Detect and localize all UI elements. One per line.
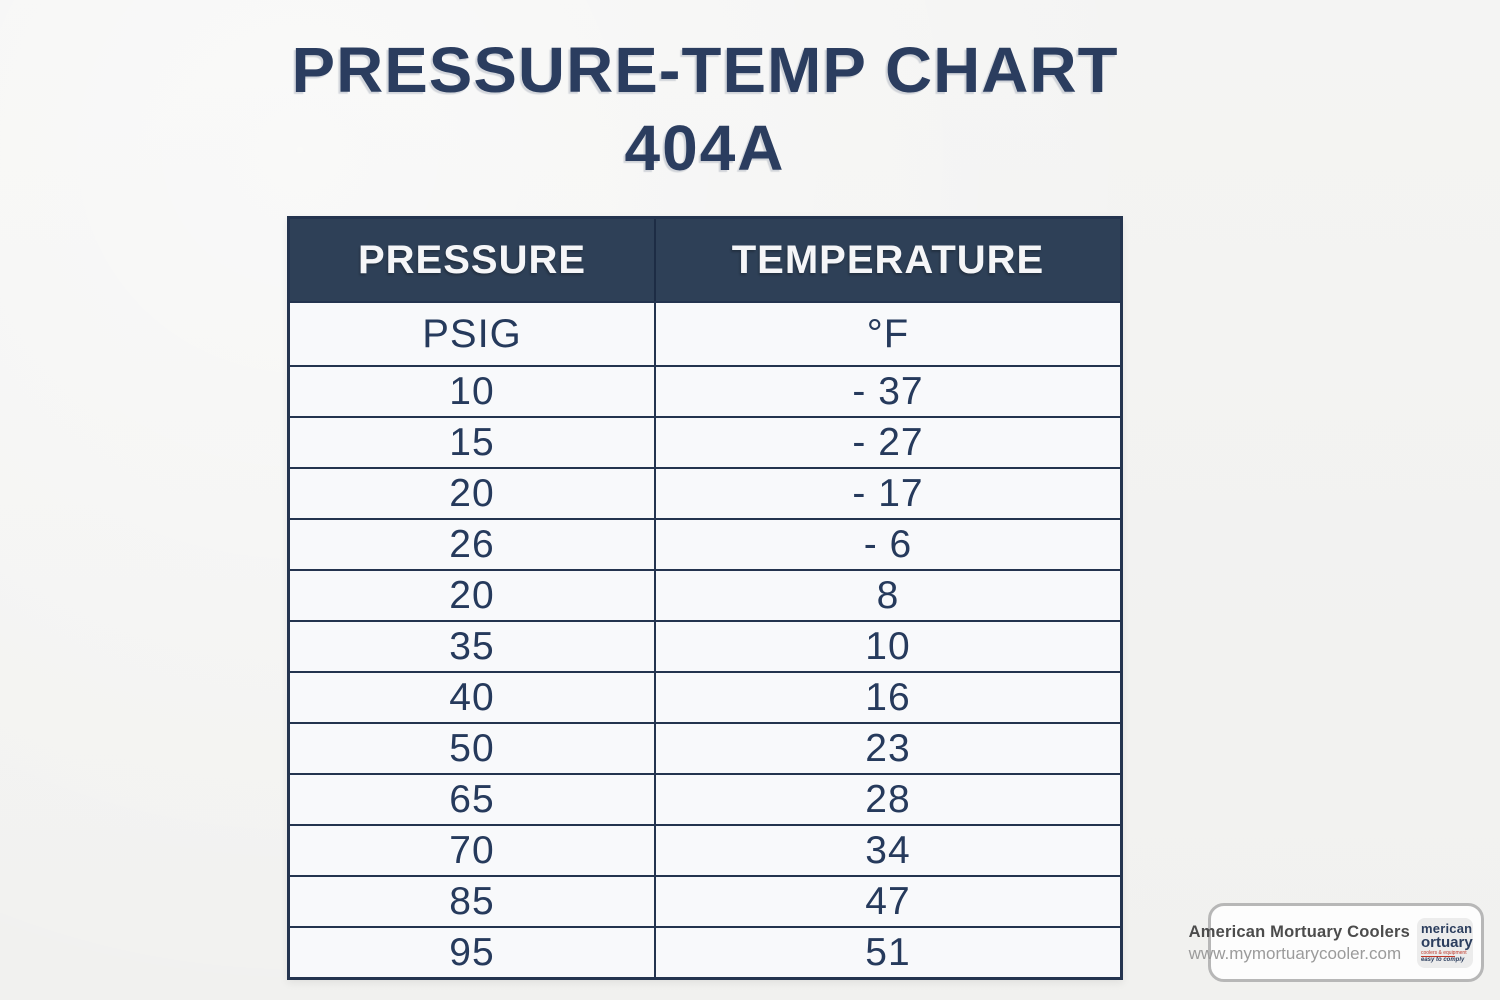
pressure-cell: 20 [290, 469, 656, 518]
temperature-cell: 34 [865, 828, 911, 872]
temperature-cell: 10 [865, 624, 911, 668]
temperature-cell: 23 [865, 726, 911, 770]
units-row: PSIG °F [290, 301, 1120, 365]
logo-text-line-2: ortuary [1421, 933, 1473, 951]
watermark-text: American Mortuary Coolers www.mymortuary… [1189, 922, 1410, 964]
company-name: American Mortuary Coolers [1188, 922, 1410, 941]
units-pressure: PSIG [290, 303, 656, 365]
logo-tagline-red: coolers & equipment [1421, 949, 1467, 957]
table-row: 26 - 6 [290, 518, 1120, 569]
pressure-cell: 40 [290, 673, 656, 722]
page-title: PRESSURE-TEMP CHART 404A [287, 30, 1123, 186]
column-header-temperature: TEMPERATURE [731, 237, 1045, 282]
pressure-cell: 15 [290, 418, 656, 467]
table-row: 15 - 27 [290, 416, 1120, 467]
pressure-cell: 85 [290, 877, 656, 926]
temperature-cell: 16 [865, 675, 911, 719]
pressure-cell: 26 [290, 520, 656, 569]
watermark-badge: American Mortuary Coolers www.mymortuary… [1189, 903, 1484, 982]
pressure-cell: 50 [290, 724, 656, 773]
pressure-cell: 35 [290, 622, 656, 671]
temperature-cell: - 27 [852, 420, 924, 464]
temperature-cell: - 6 [863, 522, 913, 566]
temperature-cell: 51 [865, 930, 911, 974]
logo-tagline-navy: easy to comply [1421, 956, 1465, 963]
pressure-temp-table: PRESSURE TEMPERATURE PSIG °F 10 - 37 15 … [287, 216, 1123, 980]
table-row: 70 34 [290, 824, 1120, 875]
table-row: 20 - 17 [290, 467, 1120, 518]
company-logo-icon: merican ortuary coolers & equipment easy… [1417, 917, 1473, 968]
temperature-cell: 8 [876, 573, 900, 617]
table-row: 20 8 [290, 569, 1120, 620]
table-row: 95 51 [290, 926, 1120, 977]
units-temperature: °F [866, 311, 910, 356]
table-row: 35 10 [290, 620, 1120, 671]
pressure-cell: 95 [290, 928, 656, 977]
temperature-cell: - 17 [852, 471, 924, 515]
table-row: 65 28 [290, 773, 1120, 824]
table-row: 85 47 [290, 875, 1120, 926]
table-row: 50 23 [290, 722, 1120, 773]
table-row: 40 16 [290, 671, 1120, 722]
table-header-row: PRESSURE TEMPERATURE [290, 219, 1120, 301]
company-website: www.mymortuarycooler.com [1188, 943, 1402, 963]
pressure-cell: 10 [290, 367, 656, 416]
temperature-cell: 28 [865, 777, 911, 821]
table-row: 10 - 37 [290, 365, 1120, 416]
pressure-cell: 20 [290, 571, 656, 620]
temperature-cell: - 37 [852, 369, 924, 413]
column-header-pressure: PRESSURE [290, 219, 656, 301]
pressure-cell: 70 [290, 826, 656, 875]
title-line-2: 404A [624, 112, 786, 184]
logo-text-line-1: merican [1421, 920, 1473, 936]
temperature-cell: 47 [865, 879, 911, 923]
title-line-1: PRESSURE-TEMP CHART [291, 34, 1119, 106]
pressure-cell: 65 [290, 775, 656, 824]
